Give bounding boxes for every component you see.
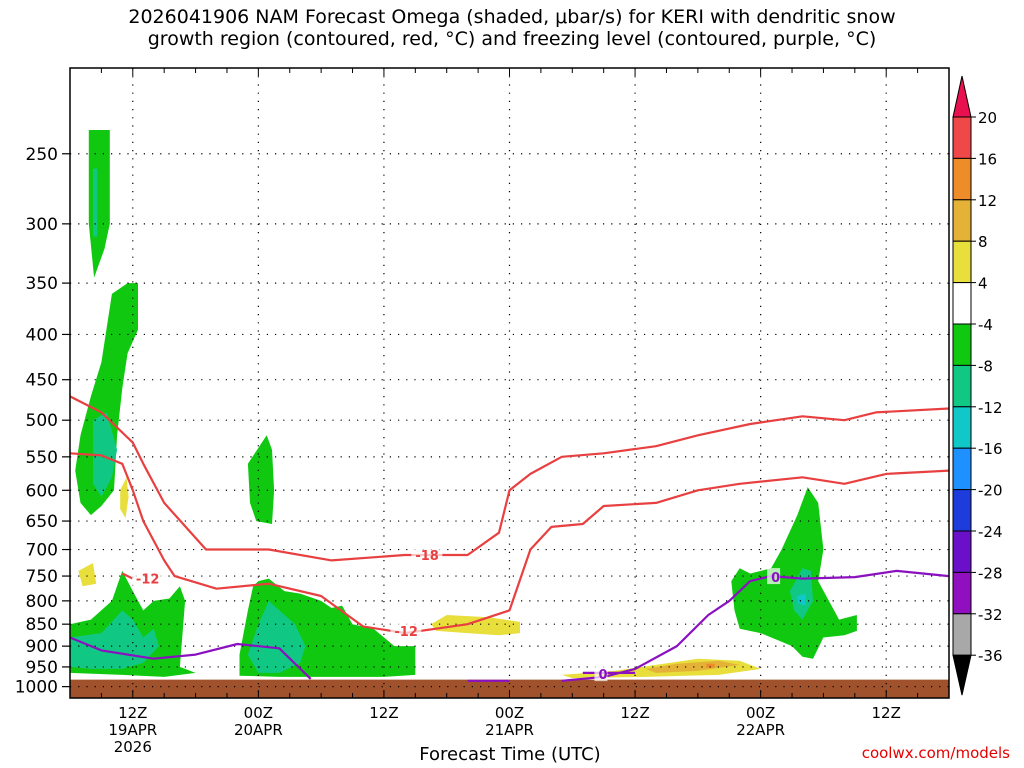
colorbar-label: 4	[978, 275, 988, 293]
colorbar-label: -32	[978, 606, 1003, 624]
colorbar-swatch	[952, 199, 972, 242]
colorbar-swatch	[952, 323, 972, 366]
contour-label: -18	[415, 549, 439, 564]
omega-region	[70, 610, 159, 669]
x-tick-label: 22APR	[736, 721, 785, 739]
omega-region	[93, 412, 118, 497]
colorbar-label: -12	[978, 399, 1003, 417]
contour-label-bg	[594, 665, 608, 682]
contour-label-bg	[390, 621, 422, 638]
x-tick-label: 19APR	[108, 721, 157, 739]
y-tick-label: 900	[26, 637, 58, 657]
y-tick-label: 350	[26, 274, 58, 294]
omega-region	[247, 435, 275, 524]
colorbar-label: 20	[978, 109, 997, 127]
colorbar-arrow-bottom	[952, 654, 972, 696]
contour-line	[69, 636, 312, 680]
colorbar-label: -28	[978, 564, 1003, 582]
colorbar-label: -24	[978, 523, 1003, 541]
colorbar-label: -36	[978, 647, 1003, 665]
x-tick-label: 2026	[114, 738, 152, 756]
omega-region	[247, 600, 306, 673]
omega-region	[797, 593, 806, 606]
colorbar-label: 8	[978, 233, 988, 251]
colorbar-label: -16	[978, 440, 1003, 458]
y-tick-label: 400	[26, 325, 58, 345]
colorbar-swatch	[952, 157, 972, 201]
colorbar-swatch	[952, 613, 972, 656]
contour-label-bg	[411, 545, 443, 562]
x-tick-label: 12Z	[118, 704, 147, 722]
colorbar-swatch	[952, 116, 972, 159]
contour-line	[69, 452, 950, 635]
y-tick-label: 700	[26, 541, 58, 561]
x-tick-label: 21APR	[485, 721, 534, 739]
omega-region	[78, 563, 97, 587]
colorbar-swatch	[952, 489, 972, 532]
y-tick-label: 450	[26, 371, 58, 391]
colorbar-label: -4	[978, 316, 993, 334]
x-tick-label: 20APR	[234, 721, 283, 739]
x-tick-label: 12Z	[620, 704, 649, 722]
omega-region	[93, 168, 98, 237]
colorbar-label: -20	[978, 482, 1003, 500]
y-tick-label: 750	[26, 567, 58, 587]
colorbar-label: 12	[978, 192, 997, 210]
credit-text: coolwx.com/models	[861, 744, 1010, 762]
colorbar-arrow-top	[952, 75, 972, 118]
colorbar-swatch	[952, 240, 972, 284]
y-tick-label: 550	[26, 448, 58, 468]
colorbar-swatch	[952, 447, 972, 491]
y-tick-label: 850	[26, 615, 58, 635]
colorbar-swatch	[952, 571, 972, 615]
y-tick-label: 500	[26, 411, 58, 431]
x-tick-label: 12Z	[369, 704, 398, 722]
y-tick-label: 1000	[15, 678, 58, 698]
y-tick-label: 600	[26, 481, 58, 501]
x-tick-label: 00Z	[495, 704, 524, 722]
omega-region	[75, 283, 138, 516]
y-tick-label: 650	[26, 512, 58, 532]
colorbar-label: -8	[978, 357, 993, 375]
colorbar-label: 16	[978, 150, 997, 168]
colorbar-swatch	[952, 530, 972, 573]
contour-line	[69, 395, 950, 562]
y-tick-label: 950	[26, 658, 58, 678]
y-tick-label: 250	[26, 145, 58, 165]
colorbar-swatch	[952, 364, 972, 408]
colorbar-swatch	[952, 282, 972, 325]
omega-region	[645, 660, 740, 673]
contour-label-bg	[767, 568, 781, 585]
y-tick-label: 300	[26, 215, 58, 235]
contour-label-bg	[131, 569, 163, 586]
omega-region	[731, 487, 857, 659]
contour-line	[121, 572, 134, 580]
x-axis-title: Forecast Time (UTC)	[419, 744, 601, 765]
chart-title: 2026041906 NAM Forecast Omega (shaded, μ…	[128, 6, 896, 50]
omega-region	[120, 477, 129, 519]
x-tick-label: 00Z	[746, 704, 775, 722]
contour-label: 0	[771, 571, 780, 586]
y-tick-label: 800	[26, 592, 58, 612]
contour-label: -12	[136, 573, 160, 588]
colorbar-swatch	[952, 406, 972, 449]
x-tick-label: 12Z	[872, 704, 901, 722]
omega-region	[431, 615, 520, 636]
omega-region	[88, 130, 110, 278]
contour-label: -12	[394, 625, 418, 640]
contour-line	[561, 569, 950, 682]
x-tick-label: 00Z	[244, 704, 273, 722]
omega-region	[706, 663, 715, 668]
omega-region	[789, 568, 813, 620]
contour-label: 0	[598, 668, 607, 683]
